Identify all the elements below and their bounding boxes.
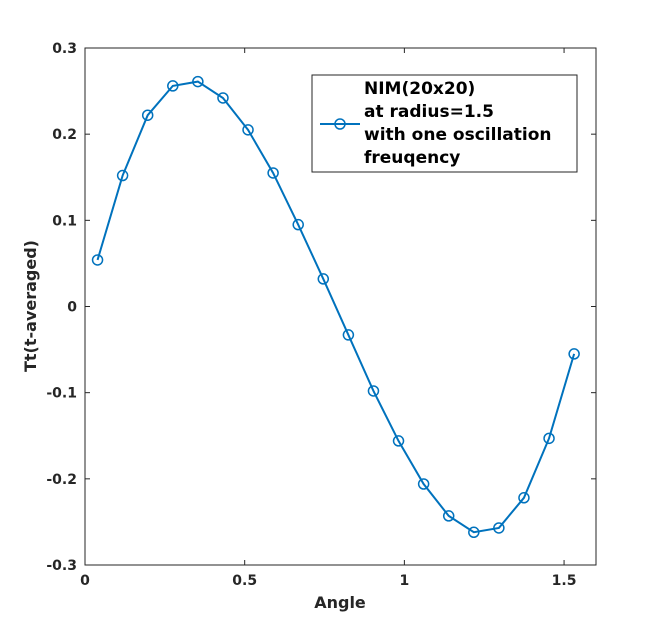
legend-entry-line-2: at radius=1.5 <box>364 102 494 122</box>
data-point <box>292 218 304 231</box>
data-point <box>493 522 505 534</box>
y-tick-label: -0.1 <box>46 386 77 402</box>
y-tick-label: 0.1 <box>52 213 77 229</box>
data-point <box>568 348 580 360</box>
x-tick-label: 0 <box>80 573 90 589</box>
y-axis-label: Tt(t-averaged) <box>21 240 40 372</box>
x-tick-label: 1.5 <box>552 573 577 589</box>
data-point <box>167 80 179 92</box>
data-point <box>242 124 254 136</box>
data-point <box>141 109 154 121</box>
legend-marker-sample <box>334 118 346 130</box>
data-point <box>192 75 204 88</box>
data-point <box>518 492 530 504</box>
series-layer <box>91 75 580 539</box>
x-axis-ticks: 0 0.5 1 1.5 <box>80 48 576 589</box>
data-point <box>442 510 455 522</box>
x-axis-label: Angle <box>314 593 366 612</box>
y-tick-label: 0.2 <box>52 127 77 143</box>
data-point <box>267 167 279 179</box>
x-tick-label: 1 <box>400 573 410 589</box>
data-point <box>392 435 405 447</box>
data-point <box>217 92 229 104</box>
data-point <box>342 329 355 341</box>
legend-entry-line-1: NIM(20x20) <box>364 79 475 99</box>
data-point <box>367 385 380 397</box>
y-tick-label: -0.3 <box>46 558 77 574</box>
x-tick-label: 0.5 <box>232 573 257 589</box>
data-point <box>543 432 555 445</box>
y-tick-label: 0.3 <box>52 41 77 57</box>
data-point <box>468 526 480 539</box>
y-axis-ticks: -0.3 -0.2 -0.1 0 0.1 0.2 0.3 <box>46 41 596 574</box>
legend: NIM(20x20) at radius=1.5 with one oscill… <box>311 74 578 173</box>
data-point <box>317 273 330 285</box>
data-point <box>417 478 430 490</box>
y-tick-label: 0 <box>67 300 77 316</box>
y-tick-label: -0.2 <box>46 472 77 488</box>
data-point <box>116 169 129 182</box>
series-line <box>96 80 576 534</box>
data-point <box>91 254 104 266</box>
legend-entry-line-3: with one oscillation <box>364 125 551 145</box>
legend-entry-line-4: freuqency <box>364 148 460 168</box>
